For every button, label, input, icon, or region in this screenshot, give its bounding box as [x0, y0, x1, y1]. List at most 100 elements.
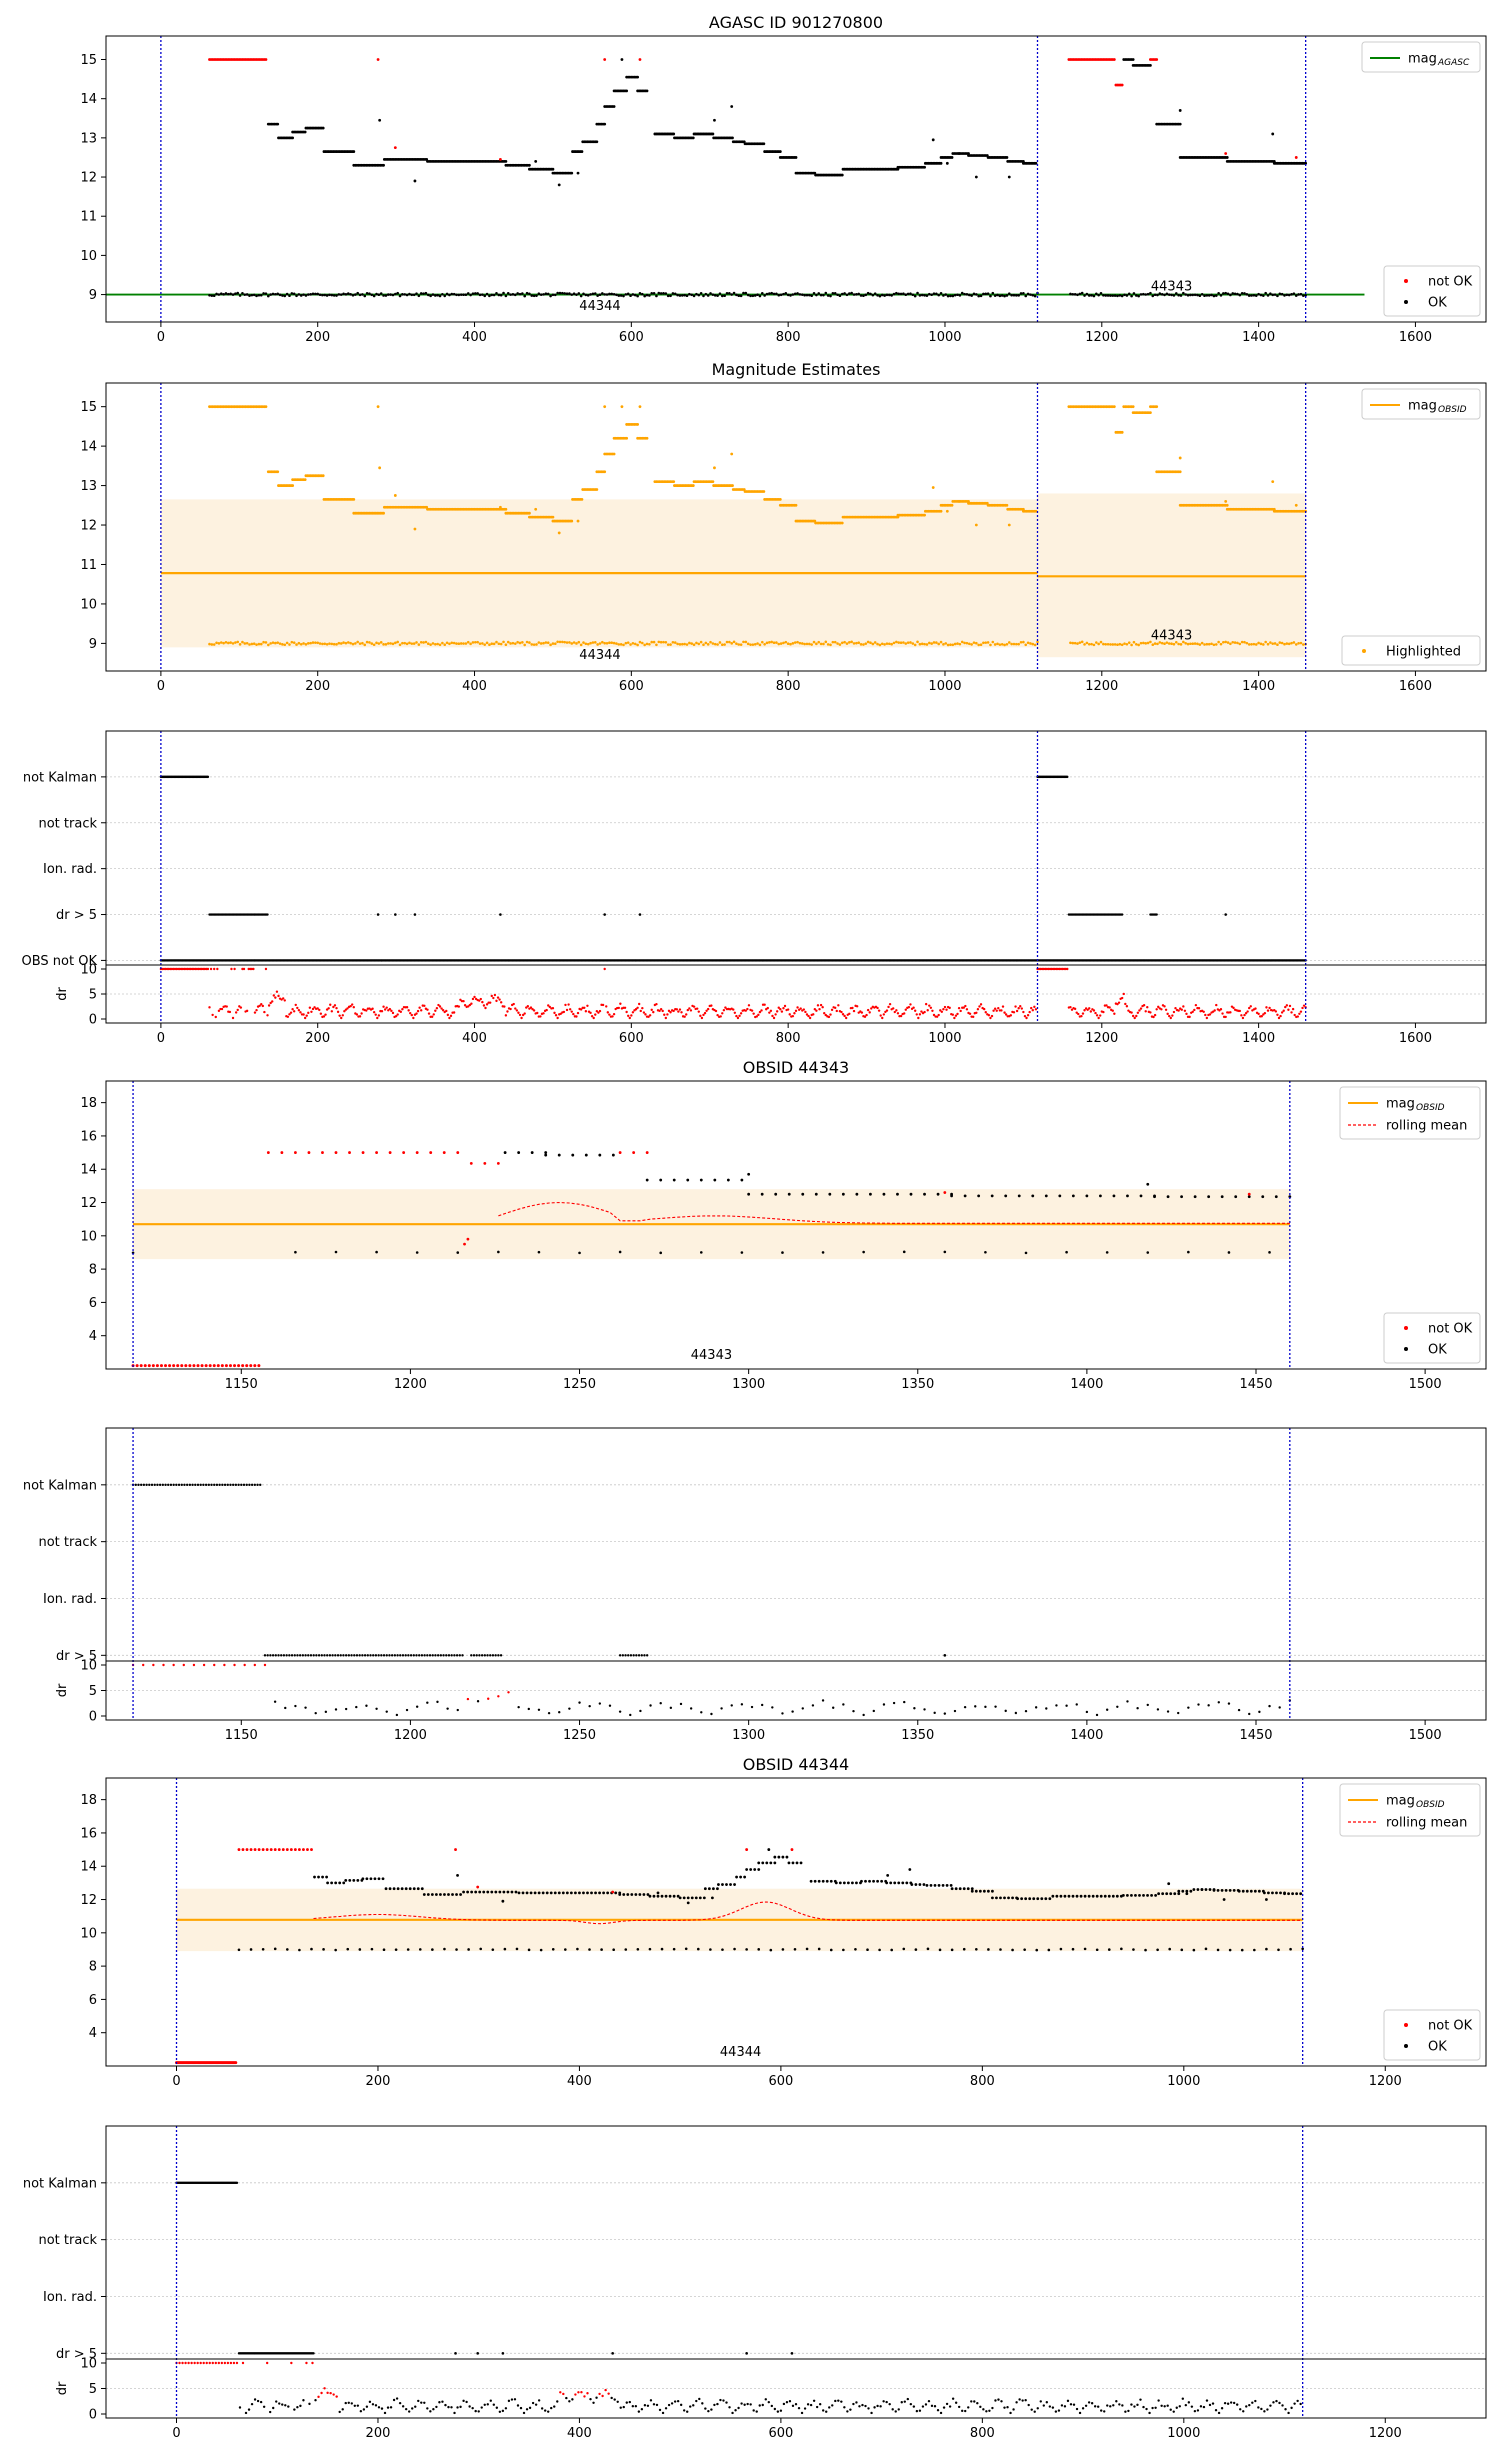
data-point: [840, 292, 844, 296]
data-point: [913, 643, 917, 647]
dr-point: [597, 1011, 600, 1014]
data-point: [335, 294, 338, 297]
dr-point: [1208, 1013, 1212, 1016]
data-point: [1036, 640, 1039, 644]
data-point: [238, 643, 242, 646]
data-point: [394, 292, 397, 296]
data-point: [655, 643, 658, 647]
data-point: [1271, 480, 1275, 484]
data-point: [356, 640, 359, 644]
data-point: [603, 405, 607, 409]
data-point: [718, 292, 722, 295]
data-point: [1243, 292, 1246, 295]
data-point: [810, 643, 813, 646]
data-point: [598, 642, 602, 645]
data-point: [740, 1251, 744, 1254]
data-point: [464, 293, 468, 297]
dr-point: [206, 967, 210, 971]
dr-point: [929, 1006, 933, 1009]
data-point: [370, 642, 374, 645]
data-point: [657, 291, 661, 295]
dr-point: [630, 1014, 633, 1017]
data-point: [751, 643, 755, 646]
data-point: [970, 643, 973, 646]
data-point: [1165, 292, 1169, 296]
dr-point: [962, 1006, 965, 1009]
data-point: [960, 640, 964, 644]
data-point: [344, 293, 348, 296]
data-point: [363, 294, 367, 298]
data-point: [778, 150, 782, 153]
data-point: [713, 294, 717, 297]
dr-point: [559, 1012, 562, 1015]
data-point: [528, 511, 531, 515]
data-point: [1254, 294, 1258, 297]
dr-point: [493, 993, 497, 997]
data-point: [1076, 293, 1079, 297]
dr-point: [972, 1015, 975, 1019]
dr-point: [1152, 1015, 1155, 1019]
y-tick-label: 11: [80, 558, 97, 573]
dr-point: [997, 1006, 1000, 1010]
data-point: [565, 292, 569, 296]
data-point: [803, 642, 806, 646]
data-point: [1102, 293, 1105, 297]
dr-point: [1194, 1003, 1198, 1007]
data-point: [403, 641, 407, 645]
data-point: [513, 642, 517, 645]
dr-point: [547, 1004, 550, 1007]
dr-point: [311, 1007, 315, 1011]
dr-point: [1117, 1001, 1121, 1004]
y-tick-label: 13: [80, 479, 97, 494]
dr-point: [1075, 1011, 1078, 1014]
dr-point: [1288, 1004, 1292, 1008]
x-tick-label: 1600: [1399, 330, 1432, 345]
data-point: [375, 641, 378, 645]
data-point: [645, 642, 649, 646]
data-point: [476, 640, 479, 644]
dr-point: [214, 1015, 217, 1019]
dr-point: [794, 1009, 798, 1013]
data-point: [1024, 294, 1028, 298]
dr-point: [416, 1009, 420, 1013]
dr-point: [697, 1010, 700, 1013]
data-point: [977, 294, 980, 298]
data-point: [1003, 294, 1006, 298]
dr-point: [231, 1016, 235, 1020]
data-point: [895, 640, 898, 644]
data-point: [760, 292, 764, 295]
flag-point: [376, 913, 380, 916]
dr-point: [696, 1007, 699, 1010]
x-tick-label: 400: [462, 1031, 487, 1046]
data-point: [426, 293, 430, 297]
data-point: [683, 642, 686, 646]
dr-point: [750, 1009, 754, 1012]
dr-point: [769, 1009, 773, 1013]
data-point: [883, 294, 886, 297]
data-point: [283, 643, 287, 647]
data-point: [815, 293, 818, 297]
obsid-label: 44343: [1151, 628, 1192, 643]
dr-point: [628, 1016, 631, 1020]
dr-point: [650, 1008, 653, 1012]
data-point: [466, 640, 470, 644]
data-point: [923, 513, 926, 517]
data-point: [582, 641, 585, 644]
dr-point: [1034, 1008, 1038, 1011]
data-point: [1080, 291, 1084, 295]
data-point: [1217, 291, 1220, 295]
dr-point: [1083, 1009, 1086, 1012]
data-point: [1090, 642, 1093, 646]
data-point: [899, 641, 903, 644]
dr-point: [669, 1011, 672, 1014]
flag-point: [394, 913, 397, 916]
data-point: [862, 643, 865, 646]
data-point: [1266, 642, 1270, 646]
data-point: [612, 452, 616, 456]
dr-point: [1202, 1010, 1205, 1013]
data-point: [1182, 640, 1185, 644]
data-point: [328, 642, 331, 645]
data-point: [1156, 293, 1159, 297]
data-point: [1198, 294, 1202, 298]
dr-point: [1020, 1007, 1024, 1010]
